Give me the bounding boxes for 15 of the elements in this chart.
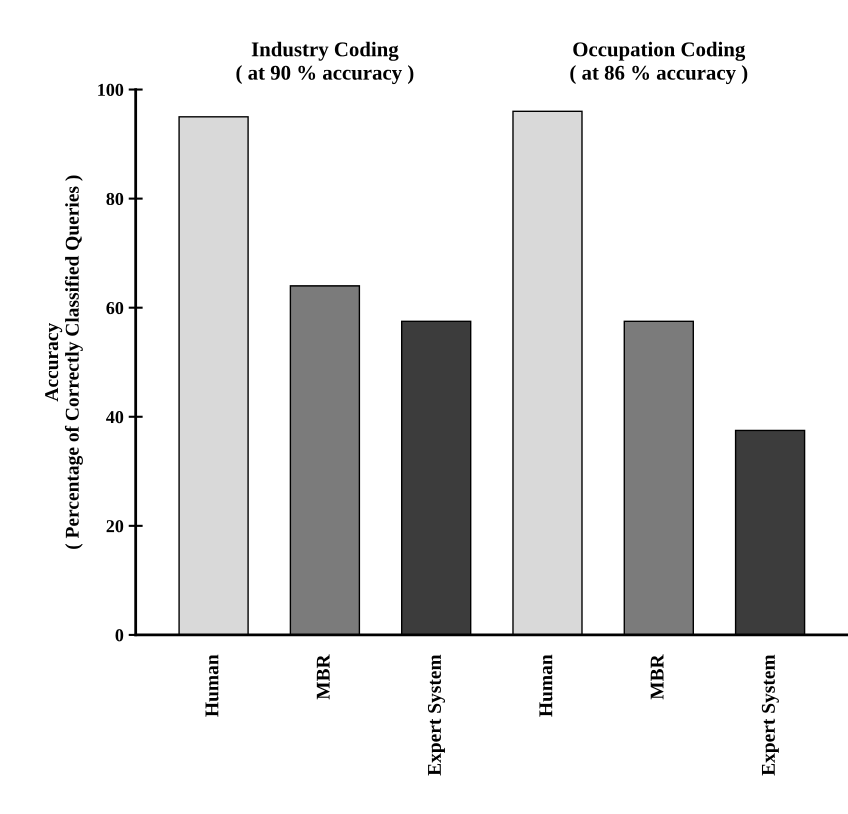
y-tick-label: 100 [98, 84, 124, 96]
x-tick-label: Human [206, 654, 219, 717]
y-tick-label: 20 [106, 520, 124, 532]
text: Occupation Coding ( at 86 % accuracy ) [570, 42, 748, 84]
y-tick-label: 80 [106, 192, 124, 206]
x-tick-label: MBR [650, 654, 664, 700]
text: Industry Coding ( at 90 % accuracy ) [236, 42, 414, 84]
y-tick-label: 40 [106, 411, 124, 424]
x-tick-label: Expert System [428, 654, 446, 776]
y-axis-title: Accuracy ( Percentage of Correctly Classified Queries ) [45, 176, 83, 549]
x-tick-label: Expert System [762, 654, 779, 776]
x-tick-label: MBR [316, 654, 330, 700]
y-tick-label: 60 [106, 302, 124, 314]
x-tick-label: Human [539, 654, 552, 717]
y-tick-label: 0 [116, 629, 124, 642]
